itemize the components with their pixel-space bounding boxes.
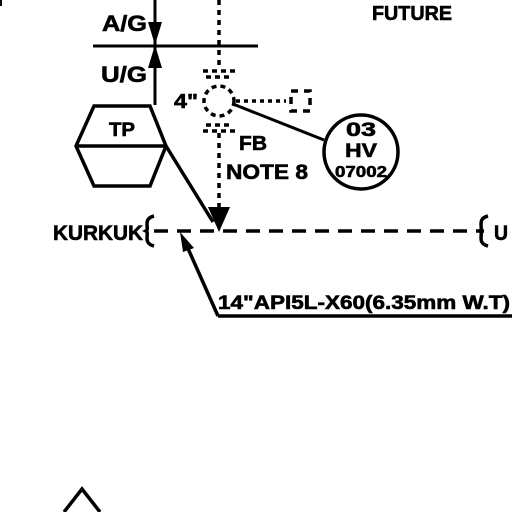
pipe-break-left-icon (142, 214, 155, 248)
note-label: NOTE 8 (226, 161, 308, 184)
pipe-size-label: 4" (174, 91, 198, 113)
under-ground-label: U/G (101, 62, 147, 87)
pipe-spec-label: 14"API5L-X60(6.35mm W.T) (218, 293, 510, 314)
actuator-dotted-box (289, 89, 312, 113)
arrow-up-icon (148, 45, 162, 68)
full-bore-label: FB (239, 133, 267, 155)
above-ground-label: A/G (102, 11, 147, 36)
triangle-symbol (62, 486, 102, 512)
future-label: FUTURE (372, 3, 452, 25)
origin-label: KURKUK (53, 222, 143, 245)
valve-tag-line-3: 07002 (335, 164, 387, 181)
tp-label: TP (109, 120, 135, 141)
valve-tag-bubble (322, 113, 400, 191)
valve-tag-line-2: HV (345, 141, 377, 162)
arrow-down-icon (208, 207, 230, 232)
destination-label: U (494, 222, 508, 245)
pipe-spec-leader-diagonal (184, 243, 220, 317)
arrow-down-icon (148, 22, 162, 45)
valve-tag-line-1: 03 (346, 120, 376, 141)
arrow-up-icon (180, 232, 194, 252)
tp-leader-line (164, 145, 215, 223)
tag-leader-line (232, 102, 325, 142)
pipe-break-right-icon (476, 214, 489, 248)
valve-dotted-circle (202, 84, 236, 118)
